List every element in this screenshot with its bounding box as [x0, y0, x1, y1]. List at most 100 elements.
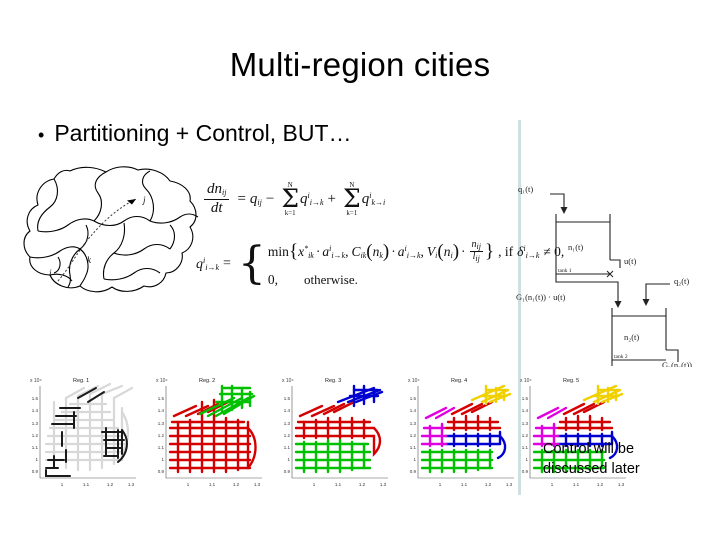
svg-text:1.4: 1.4	[284, 408, 291, 413]
equation-flow-min: qii→k = { min { x*ik · aii→k , Cik ( nk …	[196, 240, 564, 288]
equation-dynamics: dnij dt = qij − N Σ k=1 qii→k + N Σ k=1 …	[200, 181, 386, 217]
paren-close-1: )	[382, 240, 390, 262]
tank1-outflow-label: G₁(n₁(t)) · u(t)	[516, 292, 566, 302]
min-operator: min	[267, 243, 289, 259]
term-delta: δii→k	[517, 243, 540, 260]
term-V: Vi	[426, 243, 438, 260]
term-ni: ni	[443, 243, 453, 260]
svg-text:1.1: 1.1	[522, 445, 529, 450]
zero-value: 0,	[267, 272, 279, 287]
flow-out-term: qii→k	[300, 190, 324, 207]
plot-reg-3: x 10⁴ Reg. 3 1.5 1.4 1.3 1.2 1.1 1 0.9 1 1.1…	[270, 372, 396, 500]
svg-text:1.1: 1.1	[284, 445, 291, 450]
sketch-label-k: k	[87, 255, 92, 265]
equals-sign-2: =	[223, 256, 231, 271]
control-note-line2: discussed later	[543, 460, 640, 477]
plot-reg-5: x 10⁴ Reg. 5 1.5 1.4 1.3 1.2 1.1 1 0.9 1 1.1…	[508, 372, 634, 500]
term-C: Cik	[351, 243, 367, 260]
term-a2: aii→k	[397, 243, 421, 260]
svg-text:1.2: 1.2	[158, 433, 165, 438]
svg-text:1: 1	[413, 457, 416, 462]
plot-2-title: Reg. 2	[199, 378, 215, 384]
svg-text:1: 1	[551, 482, 554, 487]
svg-text:1: 1	[287, 457, 290, 462]
svg-text:1.3: 1.3	[522, 421, 529, 426]
case-row-zero: 0, otherwise.	[268, 272, 564, 288]
svg-text:1.3: 1.3	[506, 482, 513, 487]
svg-text:1.2: 1.2	[485, 482, 492, 487]
region-plots-row: x 10⁴ Reg. 1 1.5 1.4 1.3 1.2 1.1 1 0.9 1 1.1…	[18, 372, 626, 500]
svg-text:1: 1	[187, 482, 190, 487]
city-partition-sketch: i k j	[18, 163, 208, 298]
tank-inflow-1-label: q₁(t)	[518, 184, 533, 194]
svg-text:1.2: 1.2	[32, 433, 39, 438]
svg-text:1.4: 1.4	[32, 408, 39, 413]
plot-2-ylabel: x 10⁴	[156, 378, 168, 384]
svg-text:1.2: 1.2	[597, 482, 604, 487]
condition-if: , if	[498, 243, 514, 259]
cases-list: min { x*ik · aii→k , Cik ( nk ) · aii→k …	[268, 240, 564, 288]
minus-sign: −	[265, 190, 275, 207]
svg-text:1.5: 1.5	[284, 396, 291, 401]
svg-text:1: 1	[439, 482, 442, 487]
svg-text:1.1: 1.1	[410, 445, 417, 450]
svg-text:0.9: 0.9	[32, 469, 39, 474]
term-a1: aii→k	[322, 243, 346, 260]
svg-text:1.3: 1.3	[128, 482, 135, 487]
plot-4-title: Reg. 4	[451, 378, 467, 384]
svg-text:0.9: 0.9	[410, 469, 417, 474]
paren-open-2: (	[437, 240, 444, 262]
tank1-state-label: n₁(t)	[568, 242, 583, 252]
dot-3: ·	[461, 243, 466, 259]
tank2-state-label: n₂(t)	[624, 332, 639, 342]
cases-brace: {	[237, 238, 266, 290]
term-nk: nk	[372, 243, 383, 260]
svg-text:1.3: 1.3	[158, 421, 165, 426]
svg-text:1: 1	[525, 457, 528, 462]
svg-text:1.3: 1.3	[380, 482, 387, 487]
svg-text:1: 1	[35, 457, 38, 462]
plot-5-title: Reg. 5	[563, 378, 579, 384]
svg-text:0.9: 0.9	[284, 469, 291, 474]
control-note: Control will be discussed later	[543, 440, 703, 479]
condition-neq: ≠ 0,	[543, 243, 565, 259]
svg-text:1.5: 1.5	[158, 396, 165, 401]
tank2-outflow-label: G₂(n₂(t))	[662, 360, 692, 367]
svg-text:1.1: 1.1	[335, 482, 342, 487]
svg-text:1.1: 1.1	[158, 445, 165, 450]
paren-open-1: (	[366, 240, 373, 262]
sketch-label-i: i	[49, 268, 52, 278]
plot-reg-1: x 10⁴ Reg. 1 1.5 1.4 1.3 1.2 1.1 1 0.9 1 1.1…	[18, 372, 144, 500]
paren-close-2: )	[452, 240, 460, 262]
tank2-name-label: tank 2	[614, 354, 628, 360]
svg-text:1.2: 1.2	[284, 433, 291, 438]
plot-reg-2: x 10⁴ Reg. 2 1.5 1.4 1.3 1.2 1.1 1 0.9 1 1.1…	[144, 372, 270, 500]
dot-2: ·	[391, 243, 396, 259]
density-fraction: nij lij	[469, 239, 483, 263]
q-term: qij	[249, 190, 262, 207]
plot-reg-4: x 10⁴ Reg. 4 1.5 1.4 1.3 1.2 1.1 1 0.9 1 1.1…	[396, 372, 522, 500]
svg-text:1.5: 1.5	[522, 396, 529, 401]
svg-text:1.3: 1.3	[284, 421, 291, 426]
svg-text:1.3: 1.3	[254, 482, 261, 487]
svg-text:1.1: 1.1	[209, 482, 216, 487]
bullet-item: • Partitioning + Control, BUT…	[38, 120, 352, 147]
plot-1-ylabel: x 10⁴	[30, 378, 42, 384]
tank-inflow-2-label: q₂(t)	[674, 276, 689, 286]
plot-4-ylabel: x 10⁴	[408, 378, 420, 384]
svg-text:1.3: 1.3	[618, 482, 625, 487]
plot-5-ylabel: x 10⁴	[520, 378, 532, 384]
min-open-brace: {	[288, 240, 299, 262]
svg-text:0.9: 0.9	[158, 469, 165, 474]
control-note-line1: Control will be	[543, 441, 635, 457]
plus-sign: +	[327, 190, 337, 207]
flow-in-term: qik→i	[361, 190, 386, 207]
tank-cascade-diagram: q₁(t) n₁(t) tank 1 u(t) G₁(n₁(t)) · u(t)…	[512, 172, 712, 370]
svg-text:1: 1	[313, 482, 316, 487]
comma-1: ,	[345, 243, 349, 259]
case-row-min: min { x*ik · aii→k , Cik ( nk ) · aii→k …	[268, 240, 564, 263]
svg-text:1.2: 1.2	[522, 433, 529, 438]
flow-lhs: qii→k	[196, 255, 220, 272]
summation-1: N Σ k=1	[281, 181, 300, 217]
